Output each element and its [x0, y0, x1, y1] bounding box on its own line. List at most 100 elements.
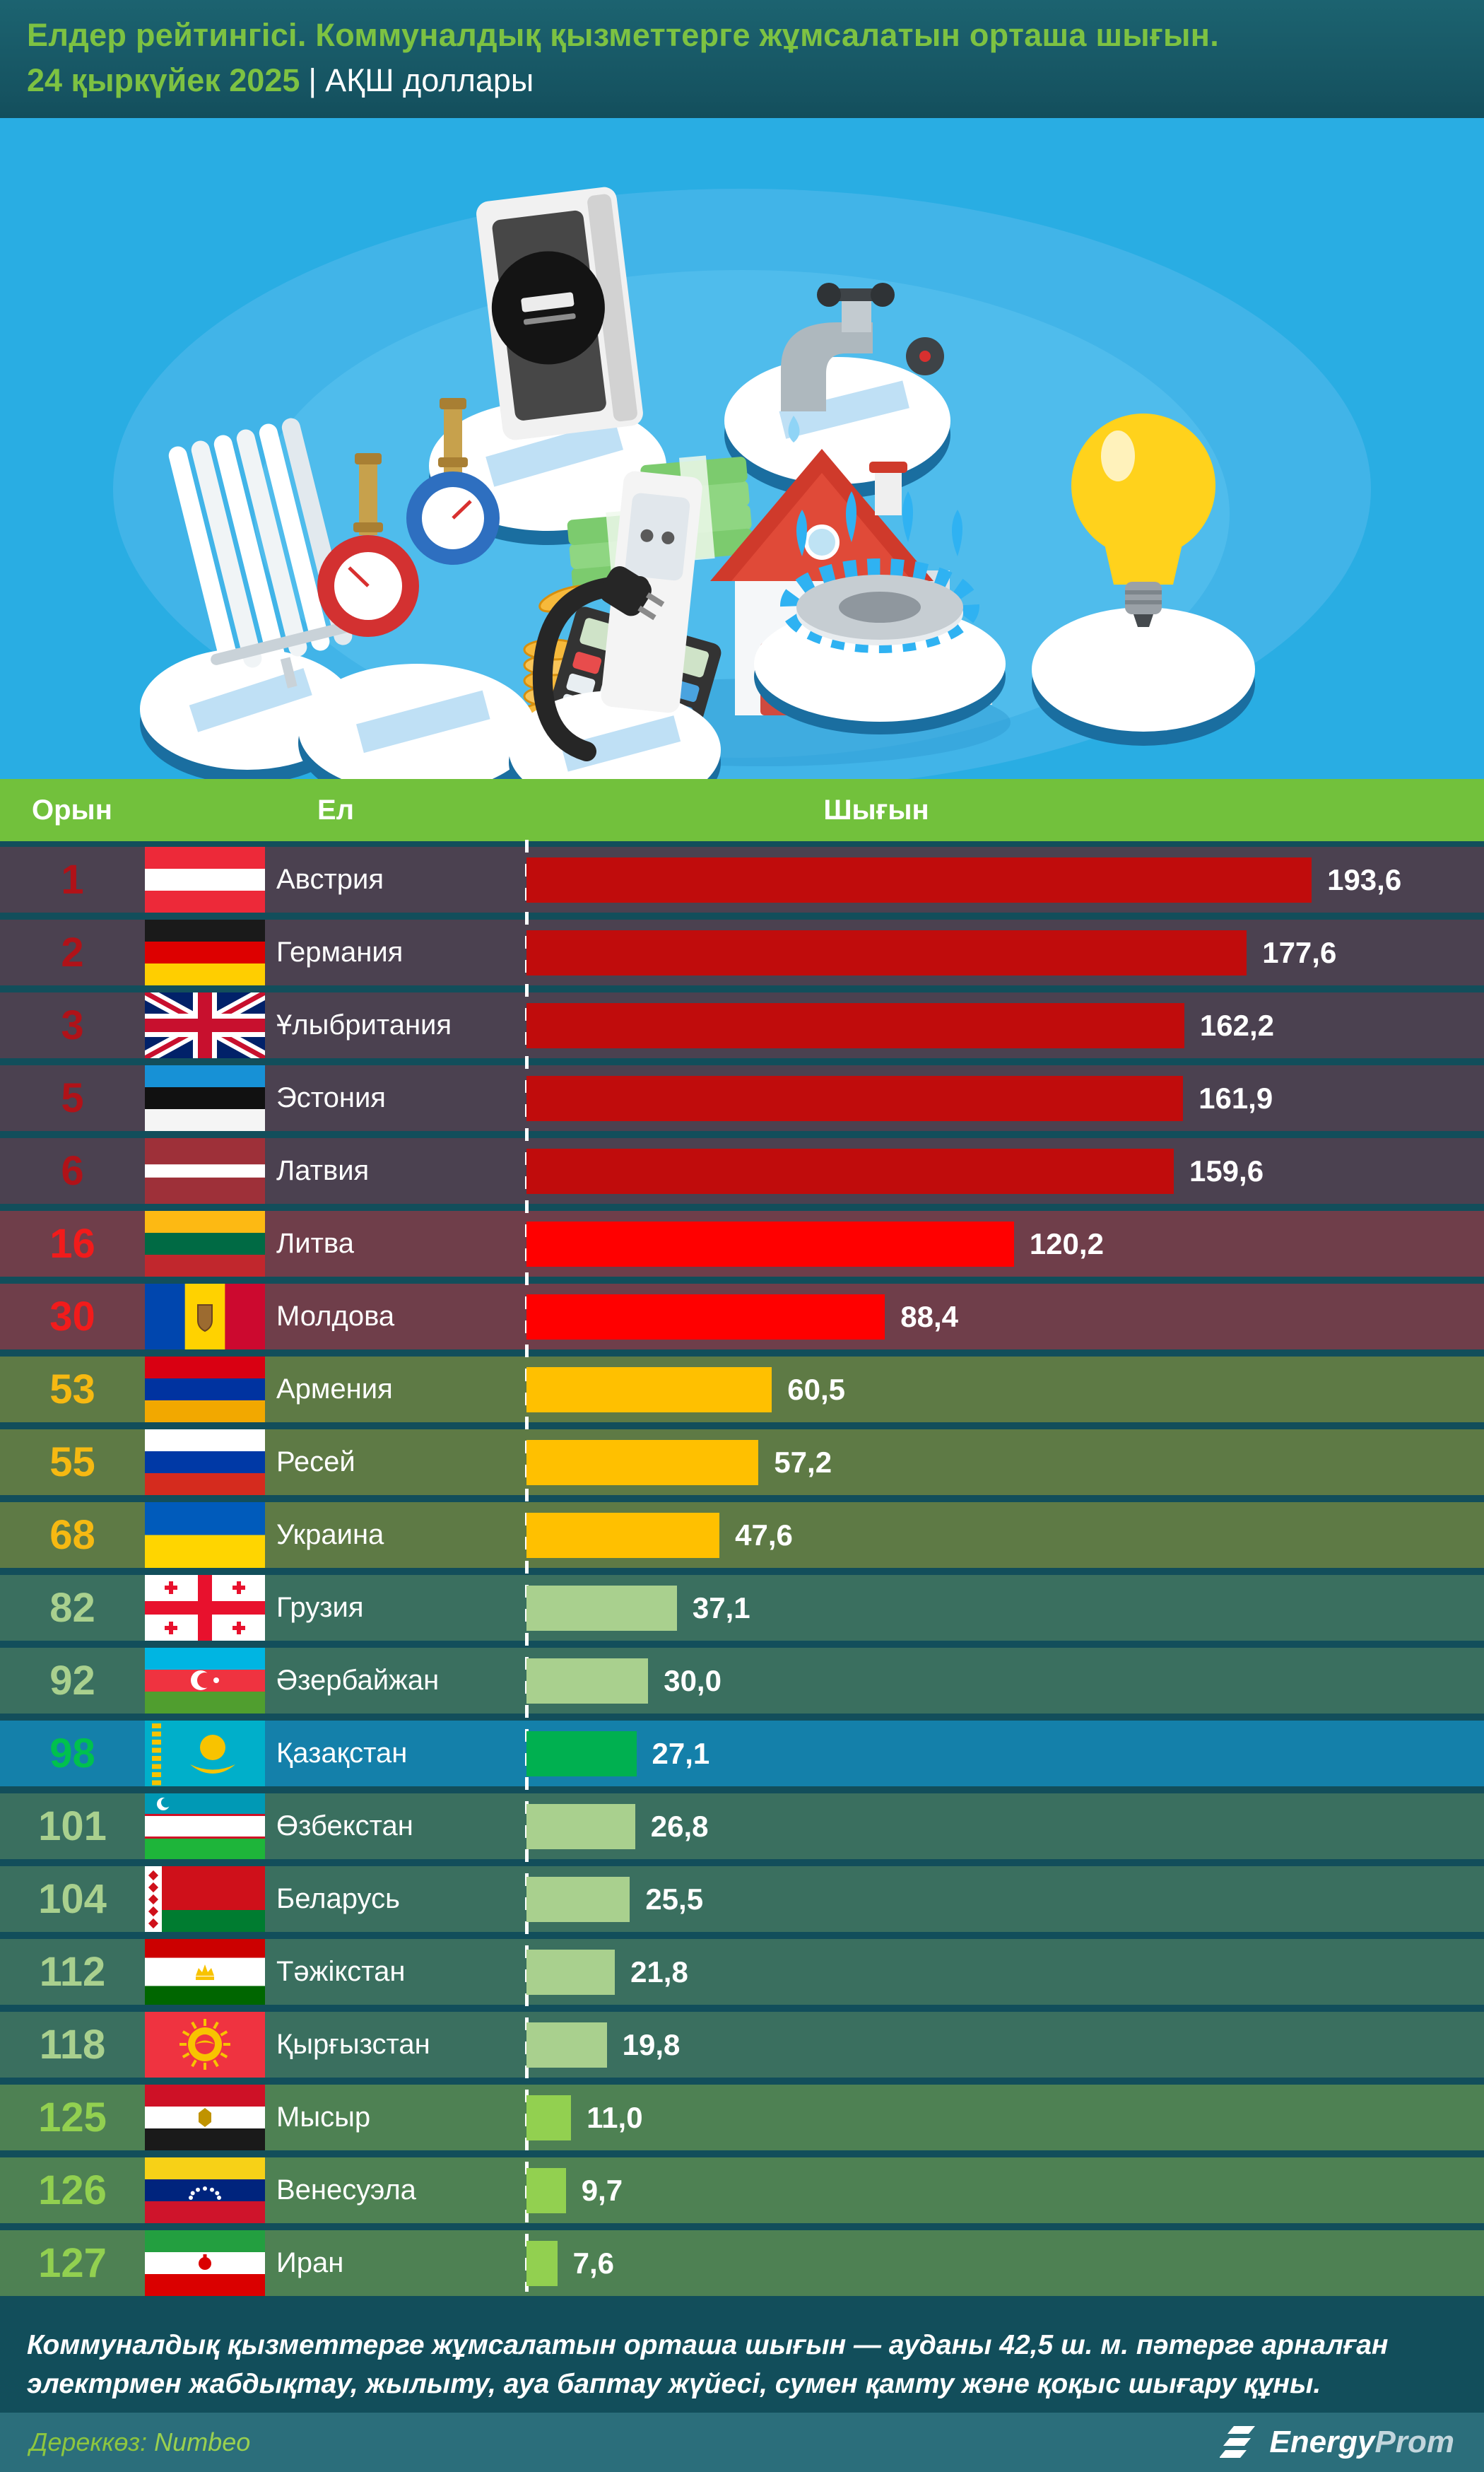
bar-zone: 37,1: [526, 1575, 1484, 1641]
value-bar: [526, 1658, 649, 1704]
rank-cell: 101: [38, 1803, 107, 1849]
electric-meter-icon: [429, 187, 666, 545]
country-label: Эстония: [276, 1082, 386, 1113]
bar-zone: 162,2: [526, 992, 1484, 1058]
rank-cell: 2: [61, 930, 84, 976]
value-label: 162,2: [1199, 1008, 1274, 1042]
flag-armenia-icon: [145, 1357, 265, 1422]
flag-latvia-icon: [145, 1138, 265, 1204]
header: Елдер рейтингісі. Коммуналдық қызметтерг…: [0, 0, 1484, 118]
value-bar: [526, 1221, 1014, 1267]
value-bar: [526, 1803, 635, 1849]
column-rank: Орын: [32, 794, 112, 826]
table-row: 55 Ресей 57,2: [0, 1429, 1484, 1495]
rank-cell: 68: [49, 1512, 95, 1558]
value-label: 37,1: [692, 1591, 750, 1624]
table-row: 53 Армения 60,5: [0, 1357, 1484, 1422]
bar-zone: 25,5: [526, 1866, 1484, 1932]
table-row: 118 Қырғызстан 19,8: [0, 2012, 1484, 2078]
flag-belarus-icon: [145, 1866, 265, 1932]
date-label: 24 қыркүйек 2025: [27, 62, 300, 98]
value-label: 60,5: [787, 1372, 846, 1406]
rank-cell: 125: [38, 2095, 107, 2140]
bar-zone: 21,8: [526, 1939, 1484, 2005]
logo-text-light: Prom: [1374, 2425, 1454, 2459]
bar-zone: 88,4: [526, 1284, 1484, 1349]
value-label: 161,9: [1199, 1081, 1273, 1115]
value-bar: [526, 1075, 1184, 1121]
table-row: 3 Ұлыбритания 162,2: [0, 992, 1484, 1058]
rank-cell: 82: [49, 1585, 95, 1631]
flag-tajikistan-icon: [145, 1939, 265, 2005]
value-label: 21,8: [630, 1955, 688, 1988]
value-label: 11,0: [587, 2100, 643, 2134]
table-row: 6 Латвия 159,6: [0, 1138, 1484, 1204]
table-row: 5 Эстония 161,9: [0, 1065, 1484, 1131]
utilities-illustration: [0, 118, 1484, 779]
table-row: 98 Қазақстан 27,1: [0, 1721, 1484, 1786]
water-meters-icon: [298, 398, 536, 779]
flag-kazakhstan-icon: [145, 1721, 265, 1786]
value-bar: [526, 1002, 1184, 1048]
value-bar: [526, 1439, 759, 1485]
country-label: Беларусь: [276, 1883, 400, 1914]
value-bar: [526, 2095, 572, 2140]
flag-venezuela-icon: [145, 2157, 265, 2223]
flag-egypt-icon: [145, 2085, 265, 2150]
bar-zone: 159,6: [526, 1138, 1484, 1204]
value-bar: [526, 1876, 630, 1922]
rank-cell: 53: [49, 1366, 95, 1412]
value-label: 26,8: [650, 1809, 709, 1843]
table-row: 112 Тәжікстан 21,8: [0, 1939, 1484, 2005]
country-label: Австрия: [276, 864, 384, 895]
flag-uzbekistan-icon: [145, 1793, 265, 1859]
country-label: Мысыр: [276, 2102, 371, 2133]
value-label: 9,7: [581, 2173, 623, 2207]
flag-estonia-icon: [145, 1065, 265, 1131]
flag-ukraine-icon: [145, 1502, 265, 1568]
flag-united-kingdom-icon: [145, 992, 265, 1058]
bar-zone: 177,6: [526, 920, 1484, 985]
gas-burner-icon: [754, 491, 1006, 734]
footnote: Коммуналдық қызметтерге жұмсалатын орташ…: [27, 2330, 1389, 2400]
table-row: 125 Мысыр 11,0: [0, 2085, 1484, 2150]
bar-zone: 120,2: [526, 1211, 1484, 1277]
value-bar: [526, 2240, 558, 2286]
rank-cell: 5: [61, 1075, 84, 1121]
power-plug-icon: [509, 471, 721, 779]
value-label: 7,6: [572, 2246, 615, 2280]
value-bar: [526, 1949, 616, 1995]
bar-zone: 11,0: [526, 2085, 1484, 2150]
value-bar: [526, 930, 1247, 976]
value-bar: [526, 1294, 885, 1340]
bar-zone: 57,2: [526, 1429, 1484, 1495]
water-tap-icon: [724, 283, 950, 498]
country-label: Өзбекстан: [276, 1810, 413, 1841]
unit-label: АҚШ доллары: [325, 62, 534, 98]
country-label: Грузия: [276, 1592, 364, 1623]
country-label: Әзербайжан: [276, 1665, 440, 1696]
value-label: 88,4: [900, 1299, 959, 1333]
country-label: Тәжікстан: [276, 1956, 406, 1987]
country-label: Украина: [276, 1519, 384, 1550]
country-label: Қырғызстан: [276, 2029, 430, 2060]
country-label: Венесуэла: [276, 2174, 416, 2206]
bar-zone: 47,6: [526, 1502, 1484, 1568]
table-row: 16 Литва 120,2: [0, 1211, 1484, 1277]
bar-zone: 30,0: [526, 1648, 1484, 1714]
bar-zone: 193,6: [526, 847, 1484, 913]
country-label: Молдова: [276, 1301, 395, 1332]
rank-cell: 112: [39, 1949, 106, 1995]
value-bar: [526, 1148, 1174, 1194]
country-label: Латвия: [276, 1155, 370, 1186]
value-bar: [526, 1512, 720, 1558]
energyprom-logo: Energy Prom: [1220, 2422, 1454, 2463]
flag-germany-icon: [145, 920, 265, 985]
bar-zone: 19,8: [526, 2012, 1484, 2078]
value-bar: [526, 1366, 772, 1412]
country-label: Литва: [276, 1228, 354, 1259]
table-row: 68 Украина 47,6: [0, 1502, 1484, 1568]
value-label: 25,5: [645, 1882, 704, 1916]
rank-cell: 118: [39, 2022, 106, 2068]
table-row: 2 Германия 177,6: [0, 920, 1484, 985]
